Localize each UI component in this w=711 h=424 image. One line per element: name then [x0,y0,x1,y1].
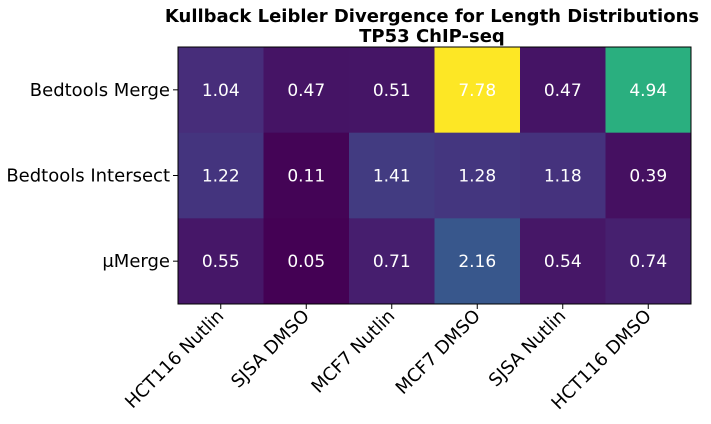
cell-value-label: 1.04 [202,81,240,101]
heatmap-cell [178,47,264,134]
cell-value-label: 7.78 [458,81,496,101]
heatmap-cell [434,132,521,219]
heatmap-cell [520,218,606,305]
chart-subtitle: TP53 ChIP-seq [359,26,505,47]
cell-value-label: 0.11 [287,167,325,187]
cell-value-label: 0.71 [373,252,411,272]
x-tick-label: MCF7 Nutlin [307,306,399,398]
y-tick-label: Bedtools Merge [30,80,170,101]
cell-value-label: 0.51 [373,81,411,101]
heatmap-cell [349,218,435,305]
heatmap-cell [263,132,350,219]
heatmap-cell [520,132,606,219]
heatmap-cell [263,218,350,305]
cell-value-label: 1.22 [202,167,240,187]
heatmap-cell [605,218,692,305]
cell-value-label: 0.54 [544,252,582,272]
heatmap-cell [520,47,606,134]
cell-value-label: 0.74 [629,252,667,272]
x-tick-label: HCT116 Nutlin [121,306,228,413]
heatmap-cell [349,132,435,219]
cell-value-label: 1.28 [458,167,496,187]
cell-value-label: 0.47 [544,81,582,101]
cell-value-label: 1.18 [544,167,582,187]
heatmap-cells [178,47,692,305]
x-tick-label: SJSA DMSO [227,306,314,393]
heatmap-cell [434,218,521,305]
heatmap-cell [178,132,264,219]
heatmap-cell [605,132,692,219]
cell-value-label: 0.47 [287,81,325,101]
cell-value-label: 0.39 [629,167,667,187]
y-tick-label: μMerge [102,251,170,272]
heatmap-cell [605,47,692,134]
x-tick-label: MCF7 DMSO [392,306,485,399]
cell-value-label: 4.94 [629,81,667,101]
y-axis: Bedtools Merge Bedtools Intersect μMerge [6,80,178,272]
chart-title: Kullback Leibler Divergence for Length D… [165,6,699,27]
cell-value-label: 0.05 [287,252,325,272]
cell-value-label: 1.41 [373,167,411,187]
heatmap-cell [349,47,435,134]
cell-value-label: 0.55 [202,252,240,272]
heatmap-cell [178,218,264,305]
cell-value-label: 2.16 [458,252,496,272]
x-tick-label: SJSA Nutlin [485,306,570,391]
y-tick-label: Bedtools Intersect [6,166,170,187]
heatmap-cell [434,47,521,134]
heatmap-value-labels: 1.04 0.47 0.51 7.78 0.47 4.94 1.22 0.11 1.41 1.28… [202,81,667,272]
heatmap-cell [263,47,350,134]
